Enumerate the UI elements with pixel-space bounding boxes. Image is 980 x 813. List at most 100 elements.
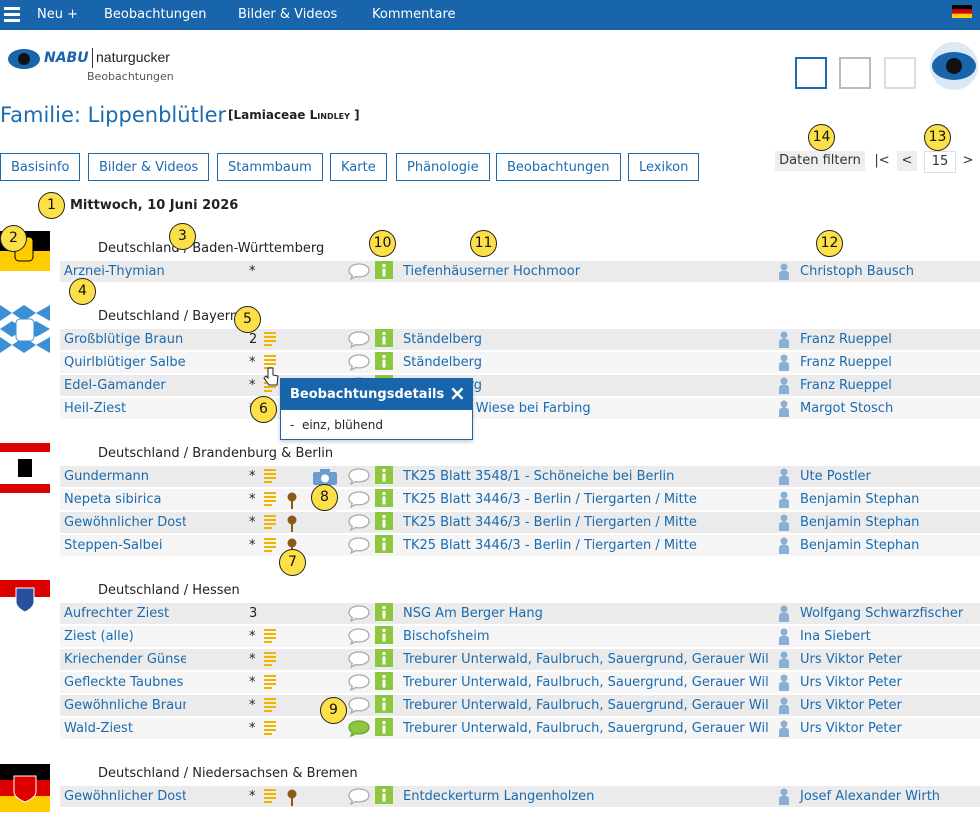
info-icon[interactable]: [375, 603, 393, 621]
species-name[interactable]: Gewöhnlicher Dost: [64, 515, 186, 530]
location[interactable]: Ständelberg: [403, 332, 483, 347]
details-icon[interactable]: [264, 537, 276, 553]
comment-icon[interactable]: [347, 467, 371, 486]
location[interactable]: TK25 Blatt 3446/3 - Berlin / Tiergarten …: [403, 515, 697, 530]
mode-button[interactable]: [839, 57, 871, 89]
comment-icon[interactable]: [347, 604, 371, 623]
comment-icon[interactable]: [347, 650, 371, 669]
location[interactable]: Ständelberg: [403, 355, 483, 370]
info-icon[interactable]: [375, 695, 393, 713]
species-name[interactable]: Gewöhnliche Braun: [64, 698, 186, 713]
info-icon[interactable]: [375, 352, 393, 370]
observer[interactable]: Franz Rueppel: [800, 332, 892, 347]
info-icon[interactable]: [375, 649, 393, 667]
observer[interactable]: Benjamin Stephan: [800, 538, 920, 553]
observer[interactable]: Urs Viktor Peter: [800, 721, 902, 736]
info-icon[interactable]: [375, 718, 393, 736]
species-name[interactable]: Ziest (alle): [64, 629, 134, 644]
tab[interactable]: Phänologie: [396, 153, 490, 181]
species-name[interactable]: Arznei-Thymian: [64, 264, 165, 279]
observer[interactable]: Franz Rueppel: [800, 355, 892, 370]
comment-icon[interactable]: [347, 719, 371, 738]
details-icon[interactable]: [264, 674, 276, 690]
info-icon[interactable]: [375, 489, 393, 507]
details-icon[interactable]: [264, 491, 276, 507]
details-icon[interactable]: [264, 697, 276, 713]
menu-item[interactable]: Neu +: [37, 7, 78, 22]
tab[interactable]: Beobachtungen: [496, 153, 621, 181]
pager-next[interactable]: >: [958, 151, 978, 171]
comment-icon[interactable]: [347, 490, 371, 509]
observer[interactable]: Urs Viktor Peter: [800, 698, 902, 713]
observer[interactable]: Ute Postler: [800, 469, 871, 484]
details-icon[interactable]: [264, 720, 276, 736]
species-name[interactable]: Edel-Gamander: [64, 378, 166, 393]
details-icon[interactable]: [264, 514, 276, 530]
tab[interactable]: Karte: [330, 153, 387, 181]
species-name[interactable]: Nepeta sibirica: [64, 492, 162, 507]
tab[interactable]: Basisinfo: [0, 153, 81, 181]
menu-item[interactable]: Beobachtungen: [104, 7, 207, 22]
tab[interactable]: Stammbaum: [217, 153, 323, 181]
comment-icon[interactable]: [347, 353, 371, 372]
menu-icon[interactable]: [4, 6, 20, 22]
pager-first[interactable]: |<: [872, 151, 892, 171]
comment-icon[interactable]: [347, 513, 371, 532]
location[interactable]: NSG Am Berger Hang: [403, 606, 543, 621]
species-name[interactable]: Aufrechter Ziest: [64, 606, 170, 621]
camera-icon[interactable]: [312, 468, 338, 486]
comment-icon[interactable]: [347, 536, 371, 555]
language-flag[interactable]: [952, 5, 972, 18]
comment-icon[interactable]: [347, 696, 371, 715]
location[interactable]: Treburer Unterwald, Faulbruch, Sauergrun…: [403, 652, 769, 667]
location[interactable]: Treburer Unterwald, Faulbruch, Sauergrun…: [403, 698, 769, 713]
location[interactable]: TK25 Blatt 3548/1 - Schöneiche bei Berli…: [403, 469, 675, 484]
info-icon[interactable]: [375, 329, 393, 347]
comment-icon[interactable]: [347, 673, 371, 692]
species-name[interactable]: Gundermann: [64, 469, 150, 484]
observer[interactable]: Urs Viktor Peter: [800, 652, 902, 667]
info-icon[interactable]: [375, 512, 393, 530]
observer[interactable]: Ina Siebert: [800, 629, 871, 644]
location[interactable]: Tiefenhäuserner Hochmoor: [403, 264, 581, 279]
location[interactable]: Treburer Unterwald, Faulbruch, Sauergrun…: [403, 721, 769, 736]
species-name[interactable]: Wald-Ziest: [64, 721, 133, 736]
settings-button[interactable]: [884, 57, 916, 89]
observer[interactable]: Christoph Bausch: [800, 264, 915, 279]
mode-button[interactable]: [795, 57, 827, 89]
info-icon[interactable]: [375, 672, 393, 690]
location[interactable]: TK25 Blatt 3446/3 - Berlin / Tiergarten …: [403, 492, 697, 507]
info-icon[interactable]: [375, 466, 393, 484]
info-icon[interactable]: [375, 786, 393, 804]
details-icon[interactable]: [264, 628, 276, 644]
observer[interactable]: Benjamin Stephan: [800, 515, 920, 530]
comment-icon[interactable]: [347, 627, 371, 646]
location[interactable]: TK25 Blatt 3446/3 - Berlin / Tiergarten …: [403, 538, 697, 553]
popup-close[interactable]: ×: [449, 381, 466, 405]
comment-icon[interactable]: [347, 262, 371, 281]
comment-icon[interactable]: [347, 787, 371, 806]
observer[interactable]: Franz Rueppel: [800, 378, 892, 393]
location[interactable]: Bischofsheim: [403, 629, 490, 644]
info-icon[interactable]: [375, 535, 393, 553]
details-icon[interactable]: [264, 788, 276, 804]
species-name[interactable]: Steppen-Salbei: [64, 538, 163, 553]
species-name[interactable]: Heil-Ziest: [64, 401, 127, 416]
observer[interactable]: Wolfgang Schwarzfischer: [800, 606, 964, 621]
comment-icon[interactable]: [347, 330, 371, 349]
menu-item[interactable]: Kommentare: [372, 7, 456, 22]
tab[interactable]: Bilder & Videos: [88, 153, 210, 181]
observer[interactable]: Benjamin Stephan: [800, 492, 920, 507]
species-name[interactable]: Gefleckte Taubnes: [64, 675, 184, 690]
details-icon[interactable]: [264, 468, 276, 484]
observer[interactable]: Margot Stosch: [800, 401, 894, 416]
species-name[interactable]: Kriechender Günse: [64, 652, 186, 667]
species-name[interactable]: Quirlblütiger Salbe: [64, 355, 186, 370]
species-name[interactable]: Gewöhnlicher Dost: [64, 789, 186, 804]
menu-item[interactable]: Bilder & Videos: [238, 7, 338, 22]
pager-prev[interactable]: <: [897, 151, 917, 171]
species-name[interactable]: Großblütige Braun: [64, 332, 184, 347]
details-icon[interactable]: [264, 651, 276, 667]
details-icon[interactable]: [264, 331, 276, 347]
observer[interactable]: Urs Viktor Peter: [800, 675, 902, 690]
